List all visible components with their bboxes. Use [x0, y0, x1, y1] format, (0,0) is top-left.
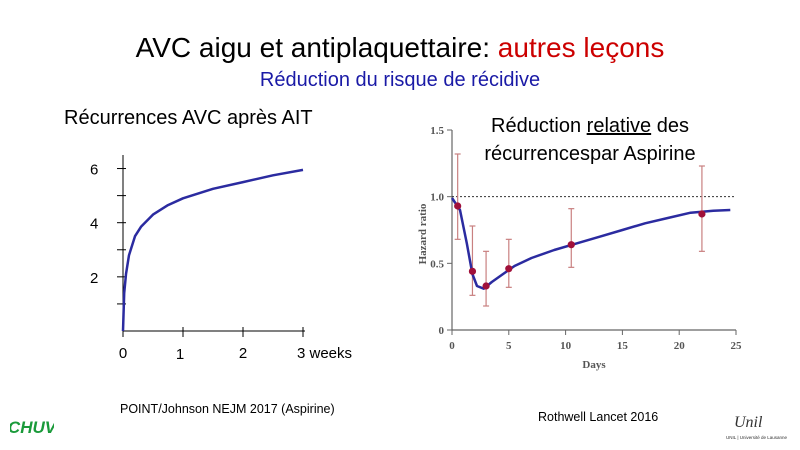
right-series-line — [450, 197, 731, 290]
right-data-point — [482, 282, 490, 290]
chuv-logo-text: CHUV — [10, 418, 54, 437]
right-chart-title: Réduction relative des récurrencespar As… — [460, 112, 720, 168]
slide-title-main: AVC aigu et antiplaquettaire: — [135, 32, 498, 63]
right-x-tick-label: 25 — [731, 340, 743, 352]
left-source-citation: POINT/Johnson NEJM 2017 (Aspirine) — [120, 402, 335, 416]
left-y-tick-label: 2 — [90, 270, 98, 287]
left-series-line — [121, 168, 304, 332]
right-y-tick-label: 0.5 — [430, 258, 444, 270]
unil-logo: Unil UNIL | Université de Lausanne — [726, 409, 796, 443]
right-title-underlined: relative — [586, 115, 652, 137]
unil-logo-caption: UNIL | Université de Lausanne — [726, 435, 788, 440]
right-title-post: des récurrencespar Aspirine — [484, 115, 696, 165]
left-y-tick-label: 6 — [90, 162, 98, 179]
right-y-tick-label: 1.5 — [430, 125, 444, 137]
right-title-pre: Réduction — [491, 115, 587, 137]
left-x-tick-label: 0 — [119, 345, 127, 362]
right-data-point — [468, 267, 477, 275]
right-x-tick-label: 0 — [449, 340, 455, 352]
slide-title: AVC aigu et antiplaquettaire: autres leç… — [0, 32, 800, 64]
right-x-tick-label: 15 — [617, 340, 629, 352]
right-x-axis-title: Days — [582, 359, 606, 371]
left-chart-title: Récurrences AVC après AIT — [64, 107, 313, 129]
right-x-tick-label: 20 — [674, 340, 686, 352]
right-data-point — [454, 202, 462, 210]
right-data-point — [505, 265, 513, 273]
right-y-tick-label: 0 — [439, 325, 445, 337]
right-data-point — [567, 241, 575, 249]
unil-logo-text: Unil — [734, 414, 763, 431]
right-y-tick-label: 1.0 — [430, 192, 444, 204]
left-x-tick-label: 2 — [239, 345, 247, 362]
right-source-citation: Rothwell Lancet 2016 — [538, 410, 659, 424]
slide-subtitle: Réduction du risque de récidive — [259, 69, 541, 91]
left-y-tick-label: 4 — [90, 216, 98, 233]
chuv-logo: CHUV — [8, 412, 58, 438]
right-x-tick-label: 10 — [560, 340, 572, 352]
right-y-axis-title: Hazard ratio — [417, 203, 429, 264]
left-x-tick-label: 1 — [176, 346, 184, 363]
left-x-tick-label: 3 weeks — [297, 345, 352, 362]
right-data-point — [698, 210, 706, 218]
slide-title-highlight: autres leçons — [497, 32, 665, 63]
right-x-tick-label: 5 — [506, 340, 512, 352]
